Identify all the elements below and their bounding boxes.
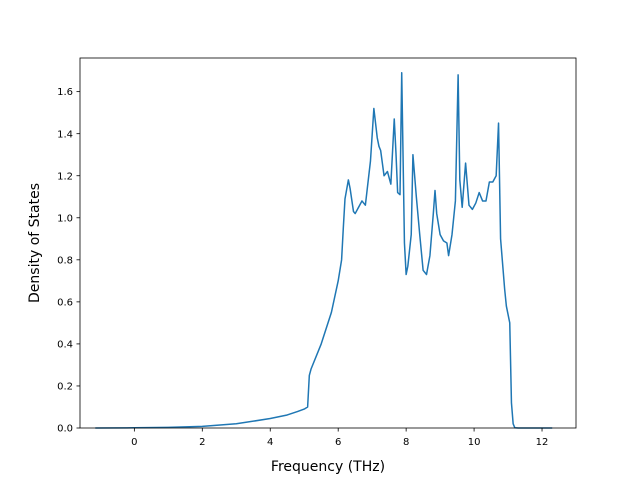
x-tick-label: 12 xyxy=(536,437,549,448)
x-tick-label: 8 xyxy=(403,437,409,448)
tick-layer: 0 2 4 6 8 10 12 0.0 0.2 0.4 0.6 0.8 1.0 1.2 1.4 1.6 xyxy=(57,87,548,448)
series-layer xyxy=(95,71,553,429)
y-tick-label: 1.0 xyxy=(57,213,73,224)
x-tick-label: 2 xyxy=(199,437,205,448)
y-tick-label: 1.2 xyxy=(57,171,73,182)
x-axis-label: Frequency (THz) xyxy=(271,459,385,475)
y-tick-label: 0.0 xyxy=(57,424,73,435)
y-tick-label: 1.6 xyxy=(57,87,73,98)
x-tick-label: 4 xyxy=(267,437,273,448)
y-tick-label: 0.4 xyxy=(57,340,73,351)
plot-frame xyxy=(79,57,577,429)
dos-line xyxy=(95,71,553,429)
y-tick-label: 1.4 xyxy=(57,129,73,140)
y-tick-label: 0.8 xyxy=(57,255,73,266)
x-tick-label: 10 xyxy=(468,437,481,448)
y-axis-label: Density of States xyxy=(27,183,43,303)
y-tick-label: 0.2 xyxy=(57,382,73,393)
x-tick-label: 6 xyxy=(335,437,341,448)
y-tick-label: 0.6 xyxy=(57,297,73,308)
x-tick-label: 0 xyxy=(131,437,137,448)
